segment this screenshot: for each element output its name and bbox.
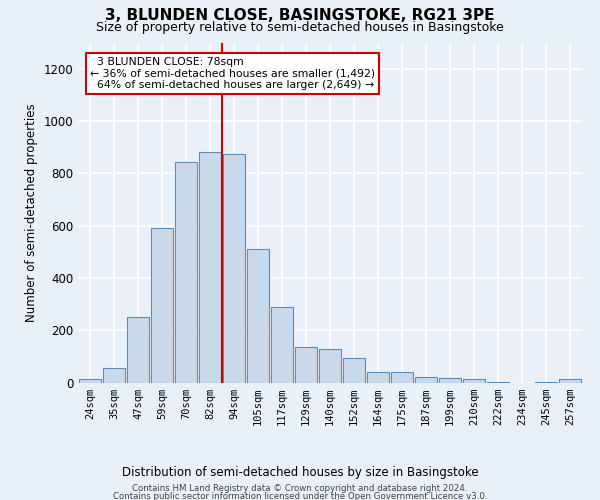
Text: Contains public sector information licensed under the Open Government Licence v3: Contains public sector information licen… (113, 492, 487, 500)
Bar (439, 378, 461, 382)
Bar (151, 228, 173, 382)
Text: 3 BLUNDEN CLOSE: 78sqm
← 36% of semi-detached houses are smaller (1,492)
  64% o: 3 BLUNDEN CLOSE: 78sqm ← 36% of semi-det… (90, 57, 375, 90)
Bar (103, 368, 125, 382)
Text: 3, BLUNDEN CLOSE, BASINGSTOKE, RG21 3PE: 3, BLUNDEN CLOSE, BASINGSTOKE, RG21 3PE (105, 8, 495, 22)
Text: Distribution of semi-detached houses by size in Basingstoke: Distribution of semi-detached houses by … (122, 466, 478, 479)
Bar (79, 378, 101, 382)
Text: Size of property relative to semi-detached houses in Basingstoke: Size of property relative to semi-detach… (96, 21, 504, 34)
Text: Contains HM Land Registry data © Crown copyright and database right 2024.: Contains HM Land Registry data © Crown c… (132, 484, 468, 493)
Bar (247, 249, 269, 382)
Bar (367, 372, 389, 382)
Bar (271, 306, 293, 382)
Bar (463, 380, 485, 382)
Bar (415, 378, 437, 382)
Y-axis label: Number of semi-detached properties: Number of semi-detached properties (25, 103, 38, 322)
Bar (343, 358, 365, 382)
Bar (559, 380, 581, 382)
Bar (223, 154, 245, 382)
Bar (127, 317, 149, 382)
Bar (295, 347, 317, 382)
Bar (199, 152, 221, 382)
Bar (319, 348, 341, 382)
Bar (391, 372, 413, 382)
Bar (175, 162, 197, 382)
